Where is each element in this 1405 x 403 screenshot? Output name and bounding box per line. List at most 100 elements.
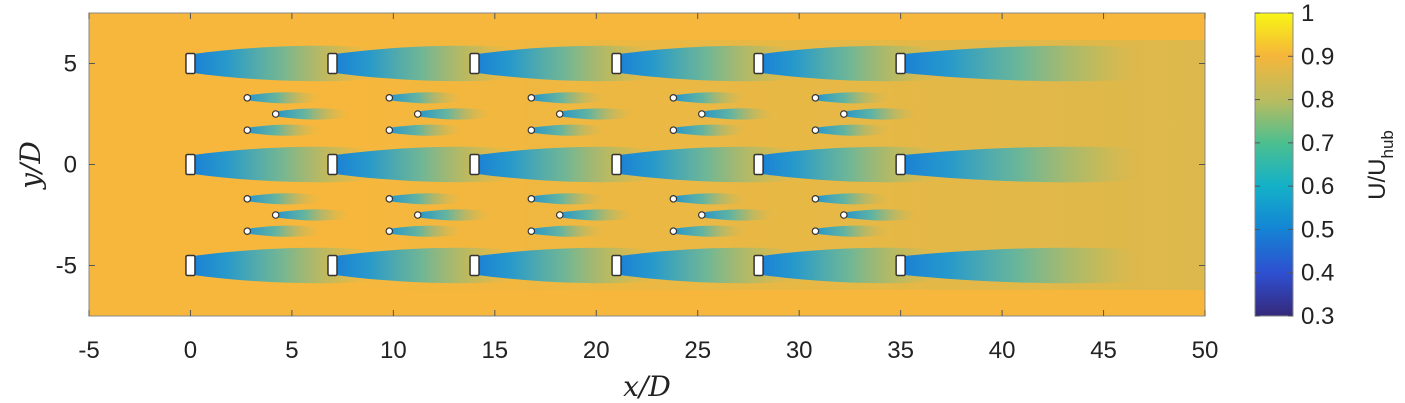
large-turbine-marker — [895, 254, 906, 277]
large-turbine-marker — [327, 254, 338, 277]
x-tick-label: 35 — [887, 337, 914, 364]
small-turbine-marker — [697, 211, 706, 219]
small-turbine-marker — [527, 126, 536, 134]
small-turbine-wake — [815, 225, 889, 237]
small-turbine-wake — [673, 193, 747, 205]
large-turbine-marker — [327, 52, 338, 75]
colorbar-tick-label: 0.4 — [1301, 260, 1334, 287]
colorbar-tick-label: 0.5 — [1301, 216, 1334, 243]
large-turbine-marker — [753, 153, 764, 176]
x-tick-label: 20 — [583, 337, 610, 364]
small-turbine-marker — [669, 126, 678, 134]
small-turbine-marker — [385, 227, 394, 235]
y-tick-label: 0 — [64, 152, 77, 179]
small-turbine-wake — [531, 193, 605, 205]
small-turbine-marker — [271, 211, 280, 219]
small-turbine-wake — [673, 225, 747, 237]
small-turbine-marker — [811, 195, 820, 203]
large-turbine-wake — [900, 247, 1145, 284]
x-tick-label: 5 — [285, 337, 298, 364]
x-tick-label: 45 — [1090, 337, 1117, 364]
small-turbine-marker — [413, 110, 422, 118]
small-turbine-wake — [815, 92, 889, 104]
large-turbine-marker — [611, 52, 622, 75]
small-turbine-wake — [673, 92, 747, 104]
small-turbine-marker — [555, 211, 564, 219]
small-turbine-marker — [669, 227, 678, 235]
y-tick-label: -5 — [56, 253, 77, 280]
colorbar-label: U/Uhub — [1364, 130, 1397, 200]
large-turbine-marker — [185, 254, 196, 277]
small-turbine-marker — [527, 227, 536, 235]
x-tick-label: 10 — [380, 337, 407, 364]
colorbar-tick-label: 0.9 — [1301, 43, 1334, 70]
x-tick-label: 0 — [184, 337, 197, 364]
small-turbine-marker — [527, 94, 536, 102]
x-tick-label: 30 — [786, 337, 813, 364]
large-turbine-marker — [895, 52, 906, 75]
small-turbine-wake — [531, 92, 605, 104]
large-turbine-marker — [469, 153, 480, 176]
small-turbine-wake — [559, 209, 633, 221]
large-turbine-wake — [900, 146, 1145, 183]
small-turbine-marker — [669, 94, 678, 102]
large-turbine-marker — [327, 153, 338, 176]
small-turbine-wake — [275, 108, 349, 120]
large-turbine-marker — [753, 52, 764, 75]
small-turbine-wake — [843, 209, 917, 221]
large-turbine-marker — [895, 153, 906, 176]
colorbar — [1254, 12, 1294, 317]
small-turbine-wake — [389, 225, 463, 237]
small-turbine-marker — [811, 94, 820, 102]
small-turbine-marker — [243, 94, 252, 102]
small-turbine-marker — [811, 126, 820, 134]
small-turbine-marker — [271, 110, 280, 118]
small-turbine-wake — [247, 92, 321, 104]
small-turbine-wake — [275, 209, 349, 221]
small-turbine-marker — [840, 211, 848, 219]
small-turbine-wake — [247, 193, 321, 205]
colorbar-tick-label: 0.6 — [1301, 173, 1334, 200]
large-turbine-marker — [611, 254, 622, 277]
turbine-layer — [185, 52, 906, 277]
small-turbine-wake — [417, 209, 491, 221]
colorbar-label-main: U/U — [1364, 159, 1391, 200]
small-turbine-marker — [669, 195, 678, 203]
small-turbine-wake — [559, 108, 633, 120]
small-turbine-marker — [385, 126, 394, 134]
large-turbine-marker — [611, 153, 622, 176]
x-tick-label: 15 — [481, 337, 508, 364]
y-tick-label: 5 — [64, 51, 77, 78]
small-turbine-marker — [697, 110, 706, 118]
x-tick-label: 40 — [989, 337, 1016, 364]
small-turbine-wake — [247, 124, 321, 136]
small-turbine-wake — [389, 193, 463, 205]
small-turbine-marker — [385, 195, 394, 203]
large-turbine-marker — [185, 52, 196, 75]
x-axis-ticks: -5 0 5 10 15 20 25 30 35 40 45 50 — [78, 13, 1218, 364]
x-tick-label: 25 — [684, 337, 711, 364]
small-turbine-wake — [389, 124, 463, 136]
small-turbine-marker — [555, 110, 564, 118]
small-turbine-wake — [815, 124, 889, 136]
y-axis-ticks: 5 0 -5 — [56, 51, 1205, 280]
large-turbine-marker — [753, 254, 764, 277]
colorbar-tick-label: 0.7 — [1301, 130, 1334, 157]
x-tick-label: 50 — [1192, 337, 1219, 364]
large-turbine-marker — [185, 153, 196, 176]
small-turbine-marker — [527, 195, 536, 203]
colorbar-ticks: 1 0.9 0.8 0.7 0.6 0.5 0.4 0.3 — [1255, 0, 1334, 330]
small-turbine-wake — [247, 225, 321, 237]
small-turbine-marker — [811, 227, 820, 235]
small-turbine-wake — [673, 124, 747, 136]
x-axis-label: x/D — [623, 370, 671, 403]
colorbar-tick-label: 1 — [1301, 0, 1314, 27]
small-turbine-wake — [389, 92, 463, 104]
small-turbine-wake — [701, 209, 775, 221]
small-turbine-wake — [531, 124, 605, 136]
small-turbine-wake — [815, 193, 889, 205]
small-turbine-marker — [243, 195, 252, 203]
large-turbine-marker — [469, 254, 480, 277]
small-turbine-wake — [531, 225, 605, 237]
small-turbine-marker — [243, 227, 252, 235]
